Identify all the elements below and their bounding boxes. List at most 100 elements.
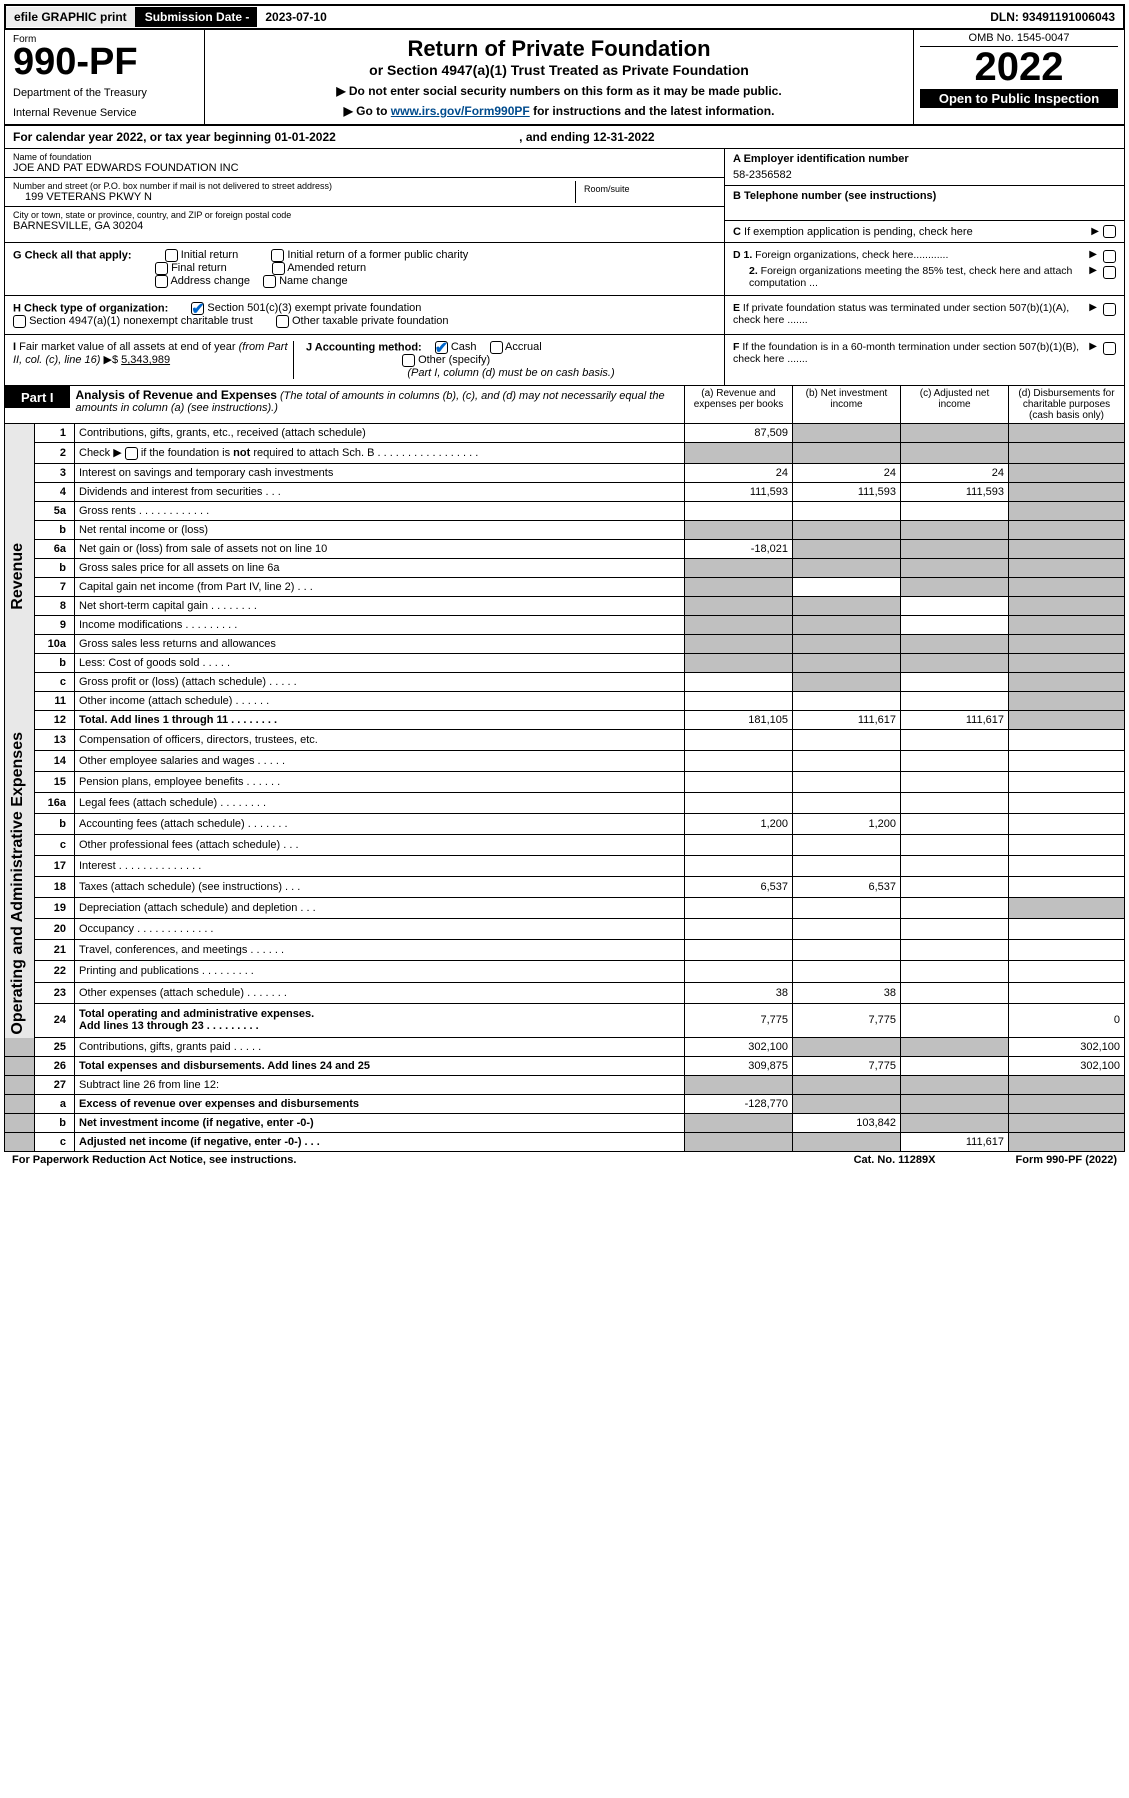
row-desc: Gross sales price for all assets on line… <box>75 558 685 577</box>
check-block-ijf: I Fair market value of all assets at end… <box>4 335 1125 386</box>
g-label: G Check all that apply: <box>13 249 132 261</box>
table-row: 12Total. Add lines 1 through 11 . . . . … <box>5 710 1125 729</box>
row-num: 23 <box>35 982 75 1003</box>
row-desc: Total. Add lines 1 through 11 . . . . . … <box>75 710 685 729</box>
page-footer: For Paperwork Reduction Act Notice, see … <box>4 1152 1125 1168</box>
row-desc: Less: Cost of goods sold . . . . . <box>75 653 685 672</box>
check-block-gd: G Check all that apply: Initial return I… <box>4 243 1125 296</box>
form-note-2: ▶ Go to www.irs.gov/Form990PF for instru… <box>215 104 903 118</box>
checkbox-addr-change[interactable] <box>155 275 168 288</box>
row-num: c <box>35 834 75 855</box>
row-num: b <box>35 520 75 539</box>
checkbox-other-taxable[interactable] <box>276 315 289 328</box>
j-accrual: Accrual <box>505 341 542 353</box>
row-val-c: 111,617 <box>901 710 1009 729</box>
j-note: (Part I, column (d) must be on cash basi… <box>306 367 716 379</box>
g-amended: Amended return <box>287 262 366 274</box>
tax-year: 2022 <box>920 47 1118 87</box>
checkbox-other-acct[interactable] <box>402 354 415 367</box>
efile-print-button[interactable]: efile GRAPHIC print <box>6 7 137 27</box>
table-row: cAdjusted net income (if negative, enter… <box>5 1133 1125 1152</box>
table-row: 11Other income (attach schedule) . . . .… <box>5 691 1125 710</box>
irs-link[interactable]: www.irs.gov/Form990PF <box>391 104 530 118</box>
table-row: Revenue 1Contributions, gifts, grants, e… <box>5 424 1125 443</box>
checkbox-name-change[interactable] <box>263 275 276 288</box>
row-num: 21 <box>35 940 75 961</box>
row-val-a: -18,021 <box>685 539 793 558</box>
table-row: 6aNet gain or (loss) from sale of assets… <box>5 539 1125 558</box>
row-num: 3 <box>35 463 75 482</box>
checkbox-final[interactable] <box>155 262 168 275</box>
g-initial: Initial return <box>181 249 238 261</box>
row-desc: Accounting fees (attach schedule) . . . … <box>75 813 685 834</box>
row-num: c <box>35 672 75 691</box>
checkbox-initial-former[interactable] <box>271 249 284 262</box>
row-desc: Other employee salaries and wages . . . … <box>75 750 685 771</box>
part1-header: Part I Analysis of Revenue and Expenses … <box>4 386 1125 424</box>
footer-left: For Paperwork Reduction Act Notice, see … <box>12 1154 296 1166</box>
row-desc: Gross rents . . . . . . . . . . . . <box>75 501 685 520</box>
checkbox-accrual[interactable] <box>490 341 503 354</box>
room-label: Room/suite <box>584 184 708 194</box>
checkbox-e[interactable] <box>1103 303 1116 316</box>
table-row: 22Printing and publications . . . . . . … <box>5 961 1125 982</box>
row-desc: Income modifications . . . . . . . . . <box>75 615 685 634</box>
row-num: c <box>35 1133 75 1152</box>
row-desc: Other professional fees (attach schedule… <box>75 834 685 855</box>
foundation-name: JOE AND PAT EDWARDS FOUNDATION INC <box>13 162 716 174</box>
form-number: 990-PF <box>13 45 196 79</box>
table-row: 20Occupancy . . . . . . . . . . . . . <box>5 919 1125 940</box>
checkbox-501c3[interactable] <box>191 302 204 315</box>
checkbox-amended[interactable] <box>272 262 285 275</box>
ein: 58-2356582 <box>733 169 1116 181</box>
row-val-b: 6,537 <box>793 877 901 898</box>
row-desc: Taxes (attach schedule) (see instruction… <box>75 877 685 898</box>
c-label: C If exemption application is pending, c… <box>733 226 1091 238</box>
row-num: 6a <box>35 539 75 558</box>
col-header-d: (d) Disbursements for charitable purpose… <box>1008 386 1124 423</box>
row-num: 1 <box>35 424 75 443</box>
row-desc: Net investment income (if negative, ente… <box>75 1114 685 1133</box>
row-val-a: 6,537 <box>685 877 793 898</box>
table-row: bNet rental income or (loss) <box>5 520 1125 539</box>
row-desc: Subtract line 26 from line 12: <box>75 1076 685 1095</box>
h-4947: Section 4947(a)(1) nonexempt charitable … <box>29 315 253 327</box>
checkbox-initial[interactable] <box>165 249 178 262</box>
table-row: 27Subtract line 26 from line 12: <box>5 1076 1125 1095</box>
row-num: 18 <box>35 877 75 898</box>
row-val-a: 87,509 <box>685 424 793 443</box>
row-desc: Gross profit or (loss) (attach schedule)… <box>75 672 685 691</box>
checkbox-sch-b[interactable] <box>125 447 138 460</box>
open-to-public: Open to Public Inspection <box>920 89 1118 108</box>
row-num: b <box>35 1114 75 1133</box>
submission-date: 2023-07-10 <box>257 7 334 27</box>
checkbox-f[interactable] <box>1103 342 1116 355</box>
row-val-a: -128,770 <box>685 1095 793 1114</box>
fmv-value: 5,343,989 <box>121 354 170 366</box>
row-val-b: 7,775 <box>793 1003 901 1038</box>
row-num: 11 <box>35 691 75 710</box>
tel <box>733 202 1116 216</box>
dept-treasury: Department of the Treasury <box>13 87 196 99</box>
checkbox-4947[interactable] <box>13 315 26 328</box>
table-row: 18Taxes (attach schedule) (see instructi… <box>5 877 1125 898</box>
check-block-he: H Check type of organization: Section 50… <box>4 296 1125 335</box>
form-header: Form 990-PF Department of the Treasury I… <box>4 30 1125 126</box>
checkbox-cash[interactable] <box>435 341 448 354</box>
row-val-b: 111,593 <box>793 482 901 501</box>
col-header-a: (a) Revenue and expenses per books <box>684 386 792 423</box>
row-num: 17 <box>35 856 75 877</box>
checkbox-d2[interactable] <box>1103 266 1116 279</box>
row-num: 22 <box>35 961 75 982</box>
revenue-side-label: Revenue <box>9 543 27 610</box>
checkbox-c[interactable] <box>1103 225 1116 238</box>
row-desc: Net rental income or (loss) <box>75 520 685 539</box>
checkbox-d1[interactable] <box>1103 250 1116 263</box>
row-desc: Other expenses (attach schedule) . . . .… <box>75 982 685 1003</box>
row-val-d: 302,100 <box>1009 1038 1125 1057</box>
row-val-a: 1,200 <box>685 813 793 834</box>
table-row: 24Total operating and administrative exp… <box>5 1003 1125 1038</box>
row-val-a: 309,875 <box>685 1057 793 1076</box>
row-num: 12 <box>35 710 75 729</box>
h-501c3: Section 501(c)(3) exempt private foundat… <box>207 302 421 314</box>
